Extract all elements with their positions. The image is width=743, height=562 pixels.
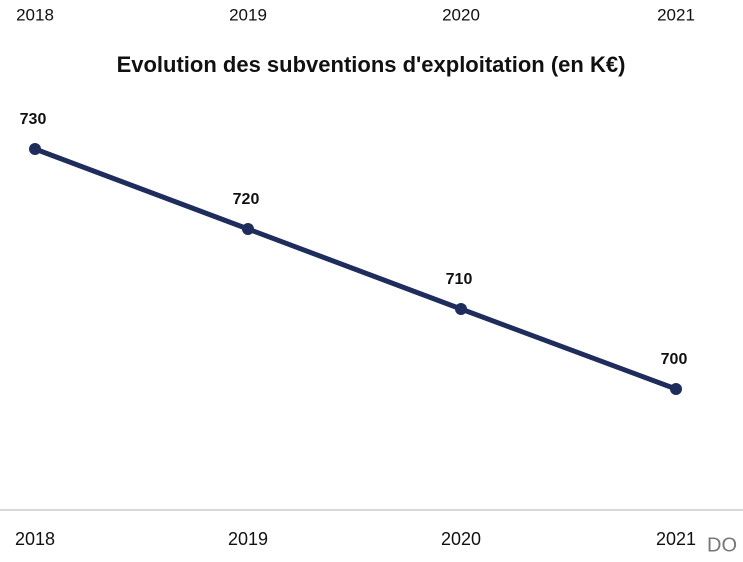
x-tick-label: 2018 — [15, 529, 55, 549]
footer-text: DO — [707, 534, 737, 556]
x-tick-label: 2021 — [656, 529, 696, 549]
x-tick-label: 2019 — [228, 529, 268, 549]
point — [242, 223, 254, 235]
data-label: 730 — [20, 111, 47, 128]
chart-title: Evolution des subventions d'exploitation… — [117, 52, 626, 77]
data-label: 720 — [233, 191, 260, 208]
header-label: 2019 — [229, 5, 267, 24]
point — [670, 383, 682, 395]
header-label: 2020 — [442, 5, 480, 24]
point — [455, 303, 467, 315]
point — [29, 143, 41, 155]
x-tick-label: 2020 — [441, 529, 481, 549]
data-label: 700 — [661, 351, 688, 368]
header-label: 2021 — [657, 5, 695, 24]
line — [34, 146, 677, 392]
header-label: 2018 — [16, 5, 54, 24]
data-label: 710 — [446, 271, 473, 288]
